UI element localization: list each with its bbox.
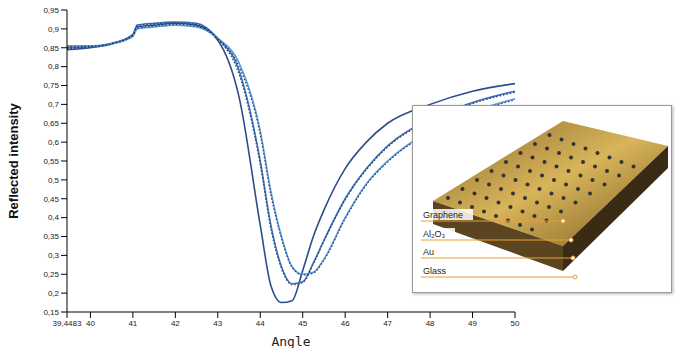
svg-text:46: 46 — [341, 319, 350, 328]
svg-text:42: 42 — [171, 319, 180, 328]
svg-text:Glass: Glass — [423, 266, 447, 276]
svg-text:0,45: 0,45 — [43, 195, 59, 204]
svg-text:0,6: 0,6 — [48, 138, 60, 147]
svg-text:49: 49 — [468, 319, 477, 328]
svg-text:Au: Au — [423, 247, 434, 257]
svg-text:0,25: 0,25 — [43, 270, 59, 279]
svg-text:0,75: 0,75 — [43, 81, 59, 90]
svg-text:0,65: 0,65 — [43, 119, 59, 128]
svg-text:0,35: 0,35 — [43, 232, 59, 241]
svg-text:Graphene: Graphene — [423, 210, 463, 220]
svg-text:48: 48 — [426, 319, 435, 328]
svg-text:0,8: 0,8 — [48, 62, 60, 71]
svg-text:0,5: 0,5 — [48, 176, 60, 185]
svg-text:0,55: 0,55 — [43, 157, 59, 166]
svg-text:0,95: 0,95 — [43, 6, 59, 15]
svg-text:0,3: 0,3 — [48, 251, 60, 260]
svg-text:Angle: Angle — [271, 334, 310, 348]
svg-text:Reflected intensity: Reflected intensity — [6, 102, 21, 218]
svg-text:0,7: 0,7 — [48, 100, 60, 109]
svg-text:0,85: 0,85 — [43, 44, 59, 53]
svg-text:47: 47 — [383, 319, 392, 328]
svg-text:41: 41 — [128, 319, 137, 328]
svg-text:0,4: 0,4 — [48, 213, 60, 222]
svg-text:Al₂O₃: Al₂O₃ — [423, 229, 445, 239]
svg-text:0,2: 0,2 — [48, 289, 60, 298]
svg-text:43: 43 — [213, 319, 222, 328]
svg-text:0,9: 0,9 — [48, 25, 60, 34]
svg-text:45: 45 — [298, 319, 307, 328]
svg-text:50: 50 — [511, 319, 520, 328]
svg-text:44: 44 — [256, 319, 265, 328]
svg-text:0,15: 0,15 — [43, 308, 59, 317]
svg-text:40: 40 — [86, 319, 95, 328]
svg-text:39,4483: 39,4483 — [53, 319, 82, 328]
